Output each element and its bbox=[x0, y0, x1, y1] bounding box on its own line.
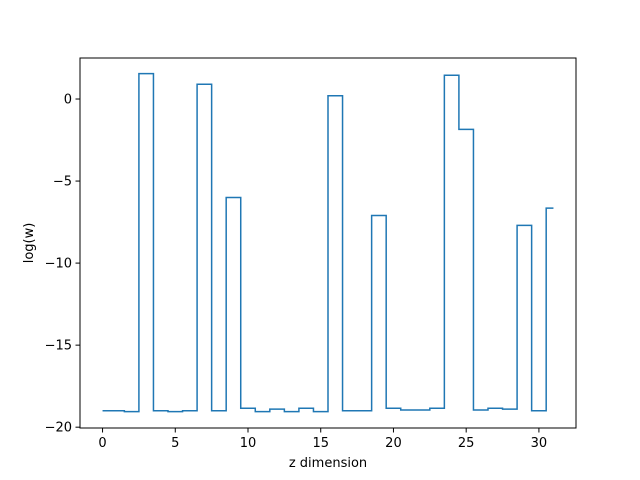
y-tick-label: −15 bbox=[45, 339, 72, 354]
plot-area-frame bbox=[79, 57, 577, 429]
y-axis-label: log(w) bbox=[22, 223, 37, 264]
x-tick-label: 15 bbox=[312, 436, 329, 451]
plot-marks bbox=[102, 72, 554, 413]
x-tick-label: 5 bbox=[171, 436, 179, 451]
series-line-0 bbox=[102, 72, 554, 413]
x-tick-label: 0 bbox=[98, 436, 106, 451]
y-tick-label: 0 bbox=[64, 93, 72, 108]
y-tick-label: −10 bbox=[45, 257, 72, 272]
x-tick-label: 30 bbox=[531, 436, 548, 451]
y-tick-label: −5 bbox=[53, 175, 72, 190]
x-axis-label: z dimension bbox=[289, 456, 367, 471]
x-tick-label: 25 bbox=[458, 436, 475, 451]
y-tick-label: −20 bbox=[45, 421, 72, 436]
x-axis-ticks: 0 5 10 15 20 25 30 bbox=[98, 428, 547, 451]
x-tick-label: 10 bbox=[240, 436, 257, 451]
x-tick-label: 20 bbox=[385, 436, 402, 451]
y-axis-ticks: 0 −5 −10 −15 −20 bbox=[45, 93, 80, 436]
